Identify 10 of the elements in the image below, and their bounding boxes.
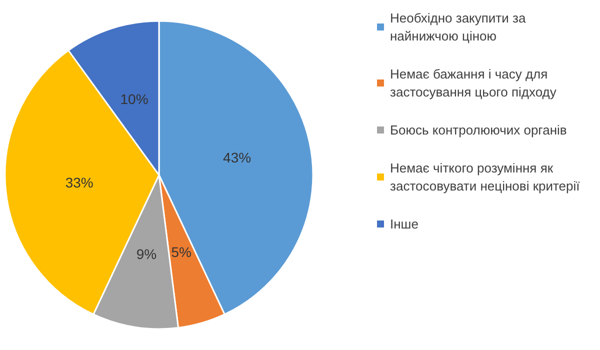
data-label: 5%	[171, 244, 192, 260]
legend-label: Немає чіткого розуміння як застосовувати нецінові критерії	[390, 160, 580, 194]
legend-label: Боюсь контролюючих органів	[390, 122, 567, 138]
legend-label: Немає бажання і часу для застосування цього підходу	[390, 66, 557, 100]
legend-label: Необхідно закупити за найнижчою ціною	[390, 10, 526, 44]
data-label: 43%	[223, 150, 252, 166]
legend-label: Інше	[390, 216, 418, 232]
data-label: 10%	[120, 90, 148, 107]
data-label: 9%	[136, 246, 157, 262]
data-label: 33%	[65, 174, 94, 191]
